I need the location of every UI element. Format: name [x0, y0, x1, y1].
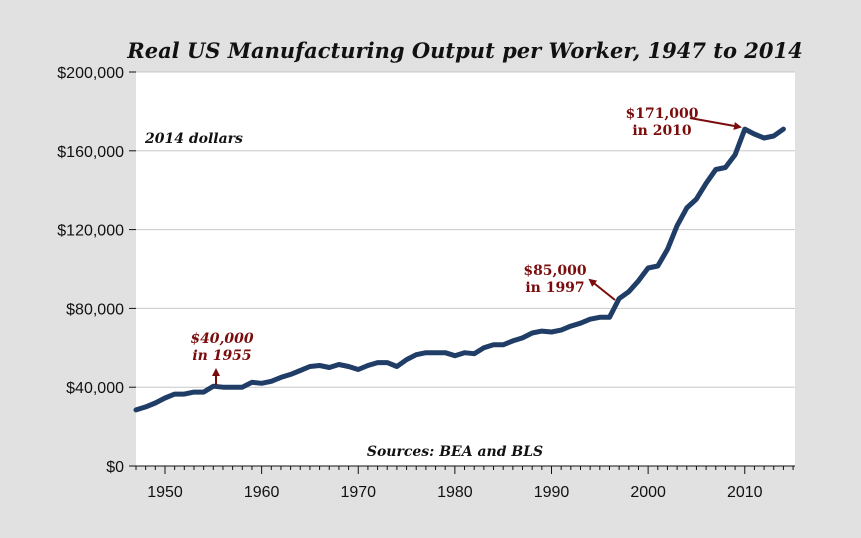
annotation-line: in 1997 [525, 280, 584, 296]
annotation-label: $171,000 in 2010 [625, 106, 698, 139]
annotation-label: $40,000 in 1955 [190, 331, 254, 364]
y-tick-label: $80,000 [66, 301, 124, 318]
annotation-line: in 1955 [192, 348, 251, 364]
x-tick-label: 1950 [147, 484, 183, 501]
y-tick-label: $120,000 [57, 223, 124, 240]
annotation-arrow [588, 278, 616, 301]
x-axis: 1950 1960 1970 1980 1990 2000 2010 [135, 465, 795, 501]
annotation-arrow [689, 117, 742, 130]
y-tick-label: $160,000 [57, 144, 124, 161]
annotation-line: $40,000 [190, 331, 254, 347]
x-tick-label: 2010 [727, 484, 763, 501]
annotation-line: in 2010 [632, 123, 692, 139]
plot-area [136, 72, 795, 466]
series-layer [133, 126, 786, 413]
x-tick-label: 1980 [437, 484, 473, 501]
x-tick-label: 1970 [340, 484, 376, 501]
x-tick-label: 1960 [244, 484, 280, 501]
source-note: Sources: BEA and BLS [367, 444, 543, 460]
series-line [133, 126, 786, 413]
annotation-line: $171,000 [625, 106, 698, 122]
y-tick-label: $200,000 [57, 65, 124, 82]
y-tick-label: $40,000 [66, 380, 124, 397]
y-axis: $0 $40,000 $80,000 $120,000 $160,000 $200,000 [57, 65, 136, 476]
chart-title: Real US Manufacturing Output per Worker,… [126, 38, 802, 63]
y-tick-label: $0 [106, 459, 124, 476]
annotations-layer: $40,000 in 1955 $85,000 in 1997 $171,000 in 2… [190, 106, 742, 385]
x-tick-label: 2000 [630, 484, 666, 501]
annotation-label: $85,000 in 1997 [523, 263, 587, 296]
x-tick-label: 1990 [534, 484, 570, 501]
annotation-line: $85,000 [523, 263, 587, 279]
units-note: 2014 dollars [144, 131, 243, 147]
